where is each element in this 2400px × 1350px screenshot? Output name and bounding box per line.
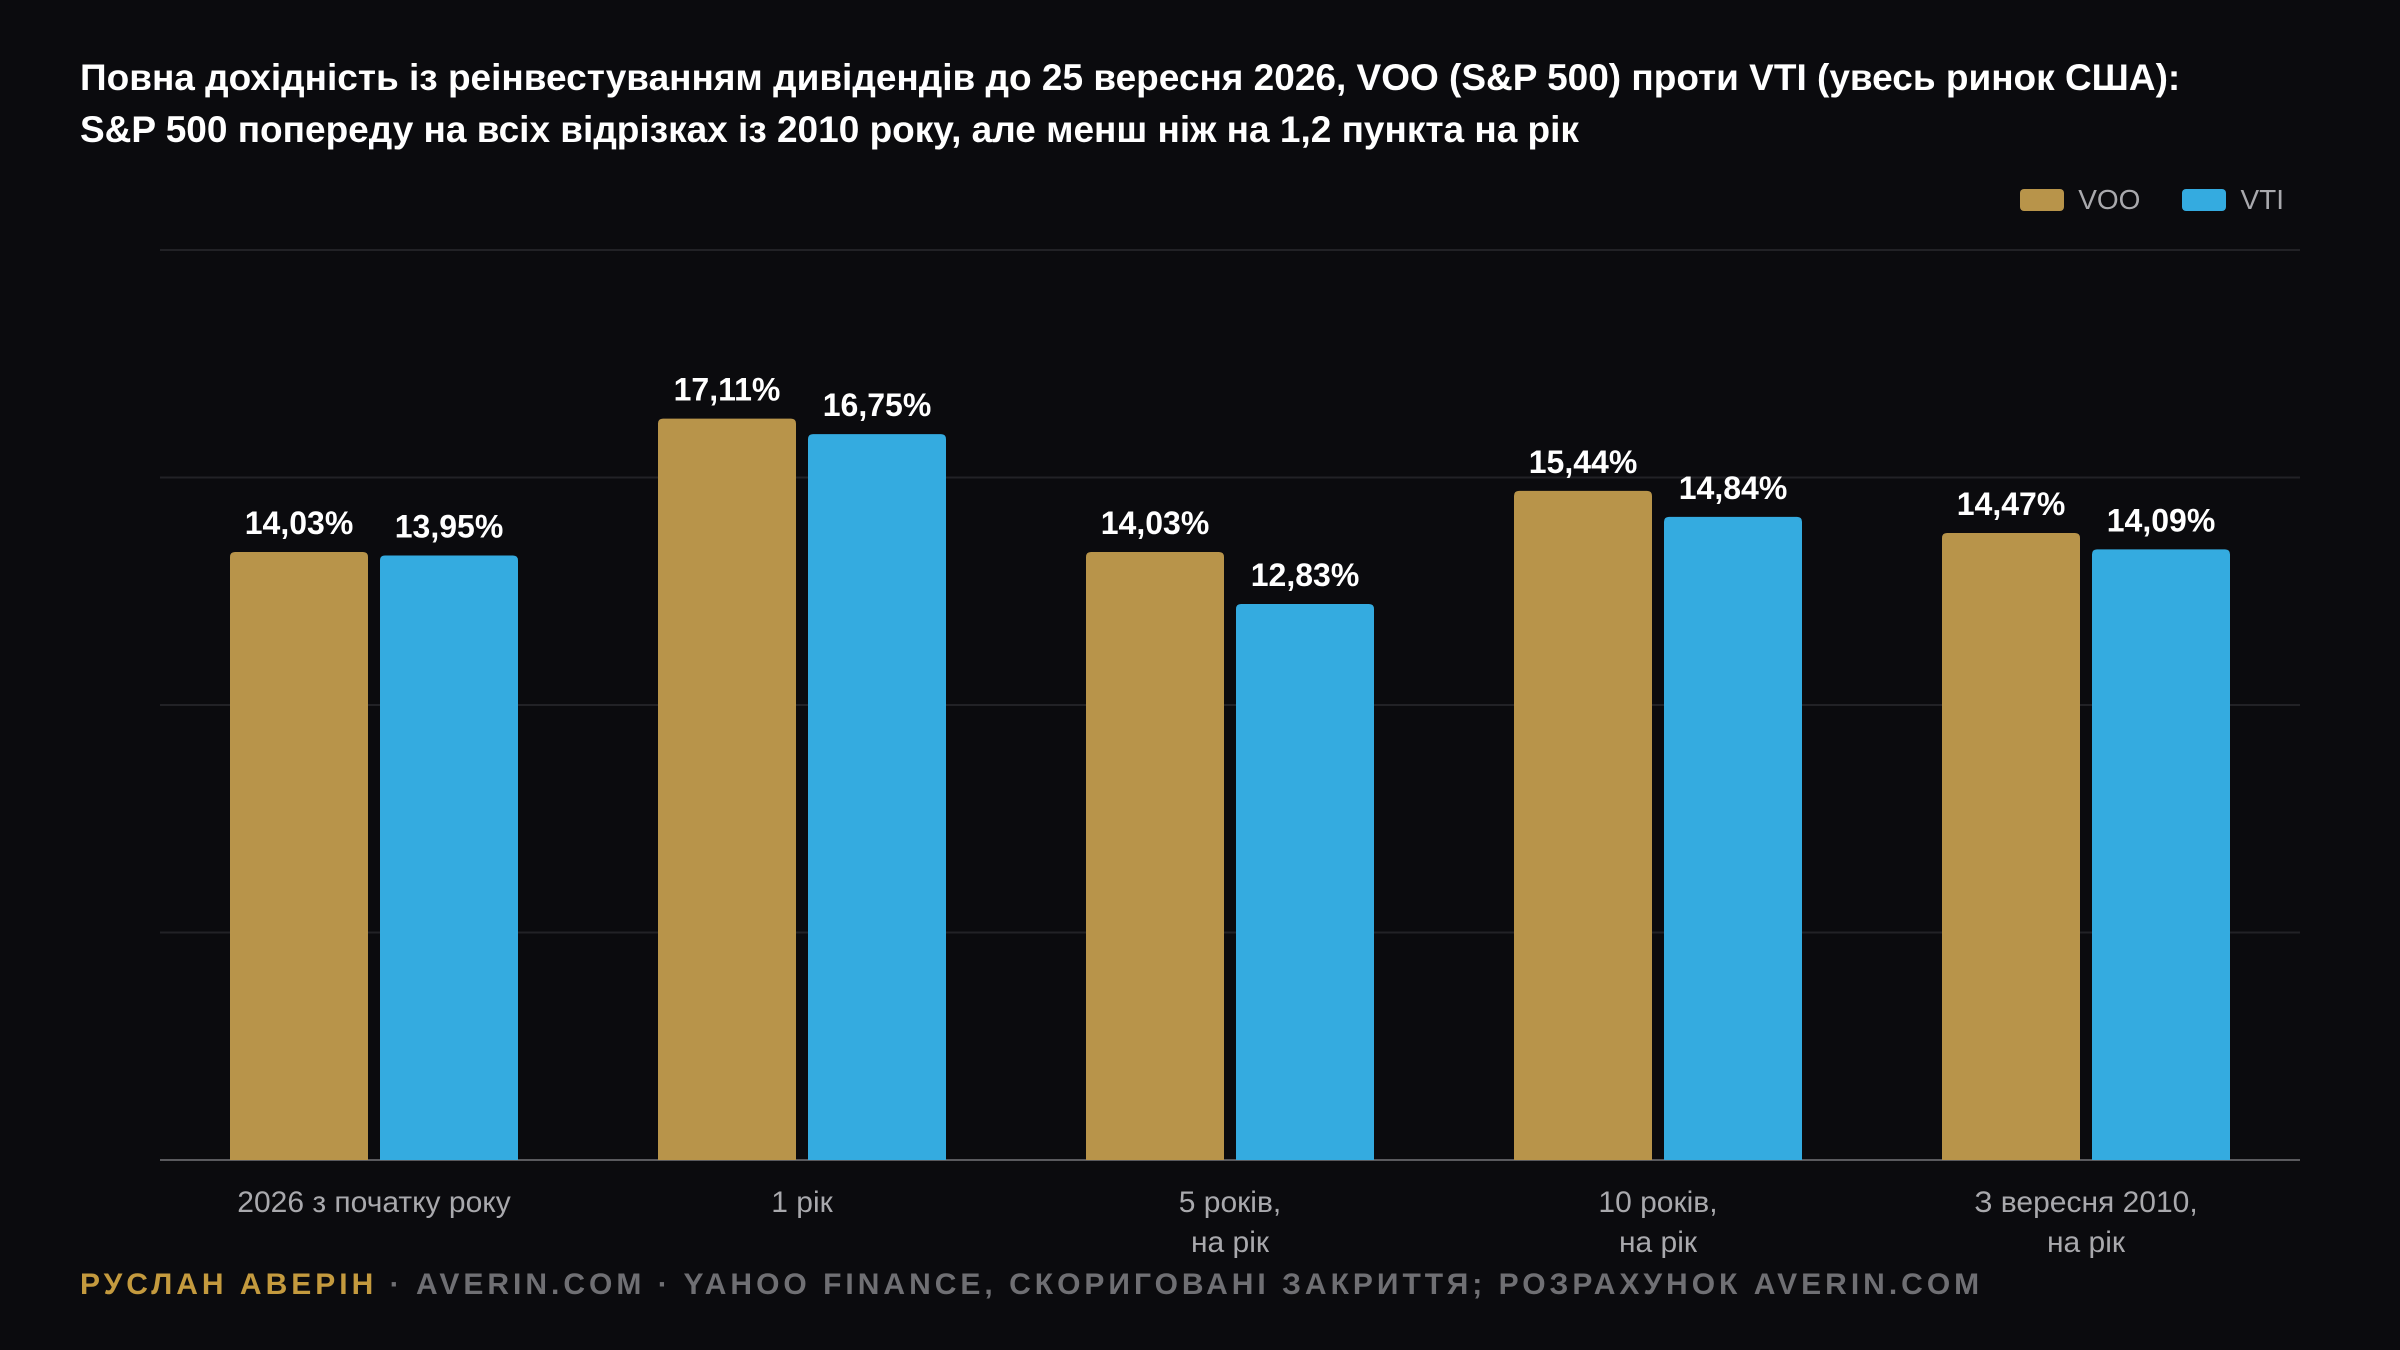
x-tick-label: на рік (1191, 1226, 1270, 1259)
data-label-voo: 14,03% (1101, 505, 1210, 541)
bar-voo (1514, 490, 1652, 1160)
footer-credits: РУСЛАН АВЕРІН · AVERIN.COM · YAHOO FINAN… (80, 1268, 1983, 1302)
bar-vti (380, 555, 518, 1160)
chart-title: Повна дохідність із реінвестуванням диві… (80, 52, 2320, 156)
bar-voo (1942, 532, 2080, 1160)
bar-vti (808, 434, 946, 1161)
data-label-voo: 14,47% (1957, 486, 2066, 522)
data-label-voo: 14,03% (245, 505, 354, 541)
bar-vti (1664, 516, 1802, 1160)
legend-label-vti: VTI (2240, 184, 2284, 215)
legend-swatch-vti (2182, 189, 2227, 211)
chart-title-line-2: S&P 500 попереду на всіх відрізках із 20… (80, 109, 1579, 150)
x-tick-label: 10 років, (1598, 1186, 1717, 1219)
data-label-vti: 16,75% (823, 387, 932, 423)
bar-vti (1236, 604, 1374, 1160)
data-label-vti: 14,84% (1679, 470, 1788, 506)
data-label-vti: 14,09% (2107, 502, 2216, 538)
x-tick-label: 2026 з початку року (237, 1186, 510, 1219)
footer-site: AVERIN.COM (415, 1268, 646, 1301)
chart-legend: VOO VTI (2020, 184, 2284, 216)
bar-vti (2092, 549, 2230, 1160)
legend-label-voo: VOO (2078, 184, 2141, 215)
bar-voo (1086, 552, 1224, 1160)
footer-author: РУСЛАН АВЕРІН (80, 1268, 378, 1301)
x-tick-label: 5 років, (1179, 1186, 1281, 1219)
legend-swatch-voo (2020, 189, 2065, 211)
x-tick-label: З вересня 2010, (1974, 1186, 2197, 1219)
data-label-vti: 12,83% (1251, 557, 1360, 593)
bar-voo (230, 552, 368, 1160)
x-tick-label: на рік (2047, 1226, 2126, 1259)
x-tick-label: 1 рік (771, 1186, 833, 1219)
x-tick-label: на рік (1619, 1226, 1698, 1259)
legend-item-vti: VTI (2182, 184, 2284, 216)
data-label-vti: 13,95% (395, 509, 504, 545)
bar-voo (658, 418, 796, 1161)
data-label-voo: 15,44% (1529, 444, 1638, 480)
footer-separator-1: · (377, 1268, 416, 1301)
chart-title-line-1: Повна дохідність із реінвестуванням диві… (80, 57, 2181, 98)
footer-source: YAHOO FINANCE, СКОРИГОВАНІ ЗАКРИТТЯ; РОЗ… (683, 1268, 1984, 1301)
legend-item-voo: VOO (2020, 184, 2140, 216)
footer-separator-2: · (645, 1268, 684, 1301)
data-label-voo: 17,11% (674, 372, 781, 408)
